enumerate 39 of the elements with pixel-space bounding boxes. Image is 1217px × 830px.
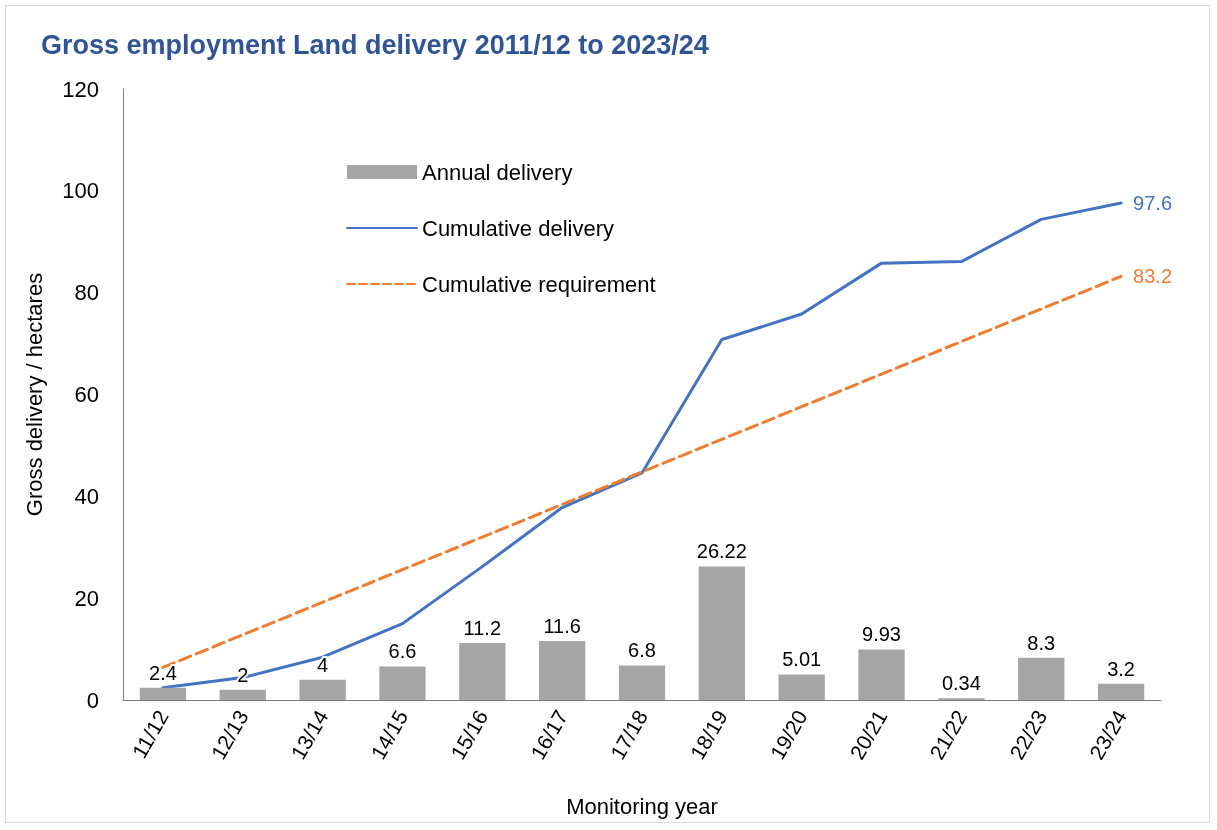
legend-label: Annual delivery bbox=[422, 159, 573, 185]
data-label: 6.6 bbox=[388, 640, 417, 663]
data-label: 4 bbox=[317, 653, 329, 676]
y-tick-label: 60 bbox=[74, 382, 99, 407]
bar bbox=[379, 666, 426, 700]
bar bbox=[1018, 657, 1065, 700]
y-tick-label: 0 bbox=[86, 687, 99, 713]
bar bbox=[698, 566, 745, 700]
data-label: 97.6 bbox=[1133, 192, 1173, 215]
data-label: 83.2 bbox=[1133, 265, 1173, 288]
y-tick-label: 100 bbox=[62, 178, 99, 204]
bar bbox=[618, 665, 666, 700]
y-tick-label: 120 bbox=[62, 76, 99, 102]
data-label: 9.93 bbox=[862, 623, 902, 646]
data-label: 11.2 bbox=[463, 616, 502, 639]
y-tick-label: 80 bbox=[74, 280, 99, 306]
data-label: 8.3 bbox=[1027, 631, 1056, 654]
y-tick-label: 20 bbox=[74, 585, 99, 611]
x-axis-title: Monitoring year bbox=[566, 793, 718, 819]
data-label: 0.34 bbox=[941, 672, 981, 695]
legend-label: Cumulative requirement bbox=[422, 271, 656, 297]
data-label: 5.01 bbox=[782, 648, 822, 671]
bar bbox=[139, 687, 187, 700]
bar bbox=[539, 640, 586, 700]
bar bbox=[778, 674, 825, 700]
legend-label: Cumulative delivery bbox=[422, 215, 614, 241]
data-label: 3.2 bbox=[1107, 657, 1135, 680]
bar bbox=[1097, 683, 1145, 700]
y-tick-label: 40 bbox=[74, 483, 99, 509]
data-label: 26.22 bbox=[696, 540, 747, 563]
bar bbox=[299, 679, 346, 700]
bar bbox=[219, 689, 266, 700]
data-label: 2.4 bbox=[149, 661, 177, 684]
bar bbox=[459, 642, 506, 700]
bar bbox=[858, 649, 905, 700]
data-label: 11.6 bbox=[543, 614, 581, 637]
y-axis-title: Gross delivery / hectares bbox=[21, 272, 47, 517]
chart-title: Gross employment Land delivery 2011/12 to 2023/24 bbox=[41, 29, 709, 60]
data-label: 6.8 bbox=[628, 639, 656, 662]
